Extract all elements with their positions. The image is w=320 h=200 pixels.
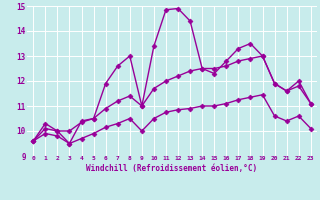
- X-axis label: Windchill (Refroidissement éolien,°C): Windchill (Refroidissement éolien,°C): [86, 164, 258, 173]
